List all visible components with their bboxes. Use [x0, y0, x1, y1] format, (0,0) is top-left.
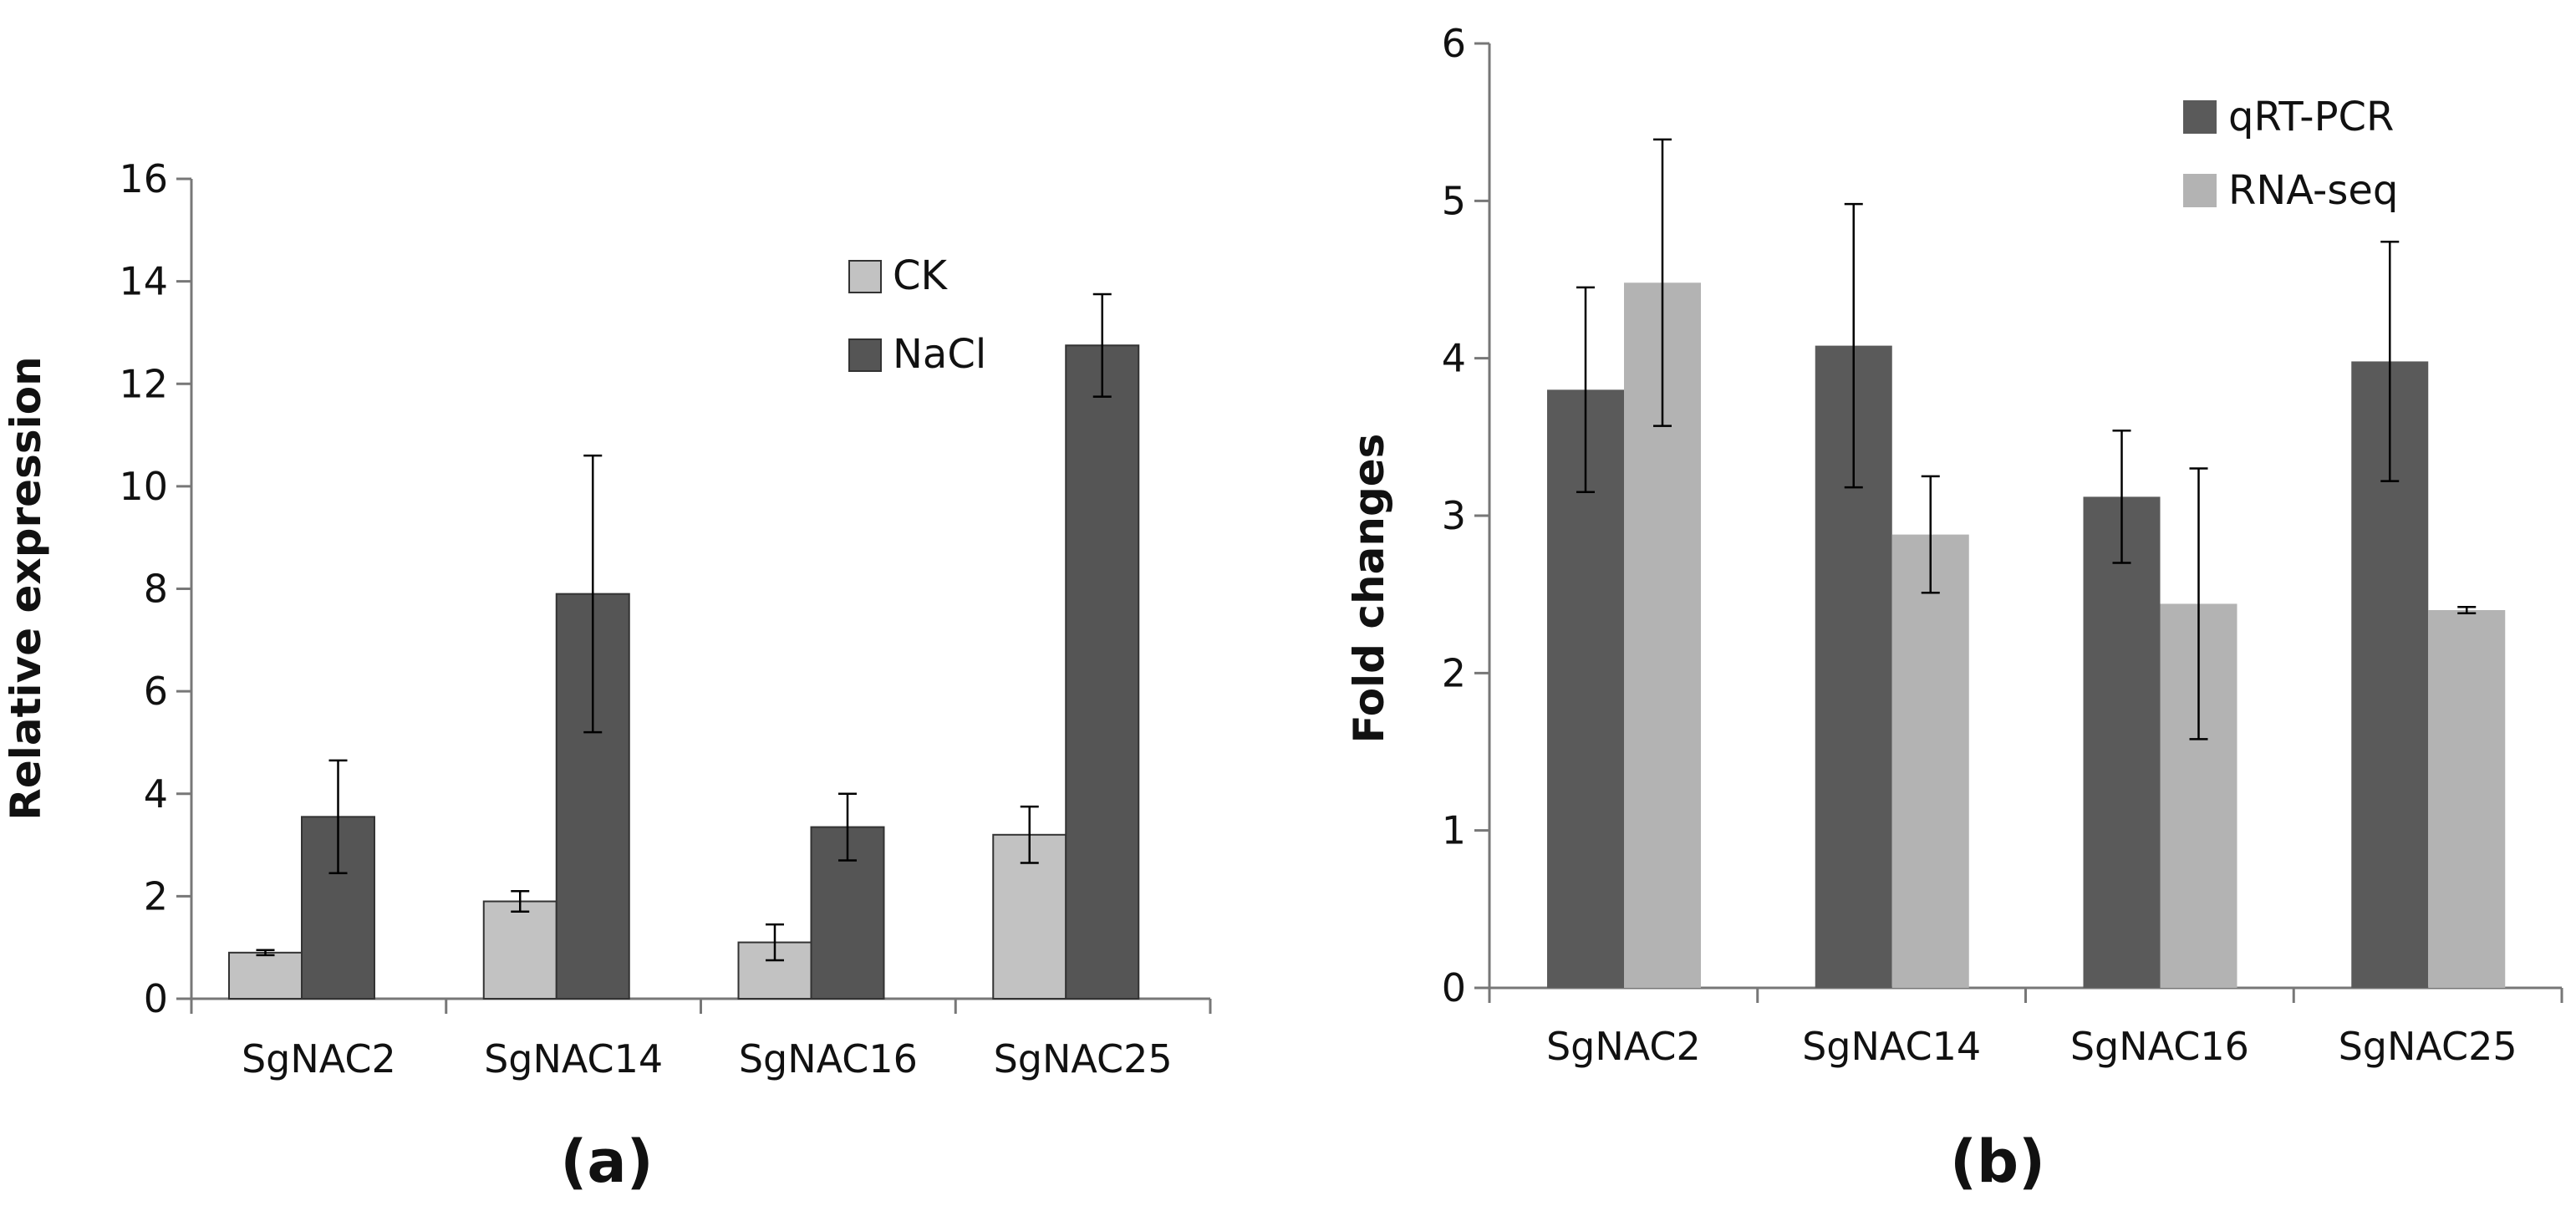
y-axis-title: Relative expression	[2, 356, 50, 820]
y-tick-label: 4	[144, 771, 168, 817]
legend-label: RNA-seq	[2228, 167, 2398, 214]
y-tick-label: 16	[119, 156, 168, 201]
y-tick-label: 1	[1442, 808, 1466, 853]
x-category-label: SgNAC14	[484, 1036, 663, 1081]
y-tick-label: 0	[144, 976, 168, 1021]
y-tick-label: 12	[119, 361, 168, 406]
x-category-label: SgNAC25	[994, 1036, 1173, 1081]
bar-ck	[228, 951, 303, 1000]
legend-swatch	[848, 338, 882, 372]
x-category-label: SgNAC2	[242, 1036, 396, 1081]
legend-swatch	[848, 260, 882, 293]
x-category-label: SgNAC16	[2070, 1024, 2249, 1069]
y-axis-title: Fold changes	[1345, 434, 1393, 744]
y-tick-label: 4	[1442, 336, 1466, 381]
x-category-label: SgNAC25	[2339, 1024, 2517, 1069]
y-tick-label: 0	[1442, 965, 1466, 1010]
legend-swatch	[2183, 100, 2217, 134]
x-category-label: SgNAC14	[1802, 1024, 1981, 1069]
chart-a: 0 2 4 6 8 10 12 14 16 SgNAC2 SgNAC14 SgNAC16 SgNAC25…	[2, 156, 1212, 1196]
y-tick-label: 2	[1442, 650, 1466, 695]
y-tick-label: 10	[119, 464, 168, 509]
legend-label: NaCl	[893, 331, 986, 378]
y-tick-label: 6	[1442, 21, 1466, 66]
chart-b: 0 1 2 3 4 5 6 SgNAC2 SgNAC14 SgNAC16 SgNAC25 Fold c…	[1345, 21, 2563, 1196]
panel-label: (a)	[560, 1127, 653, 1196]
panel-label: (b)	[1950, 1127, 2045, 1196]
y-tick-label: 6	[144, 669, 168, 714]
bar-rna-seq	[2428, 610, 2506, 988]
bar-ck	[482, 900, 557, 1000]
x-category-label: SgNAC16	[739, 1036, 918, 1081]
bar-rna-seq	[1891, 534, 1969, 988]
x-category-label: SgNAC2	[1546, 1024, 1701, 1069]
bar-qrt-pcr	[2083, 496, 2161, 988]
legend-label: qRT-PCR	[2228, 94, 2394, 140]
y-tick-label: 2	[144, 873, 168, 918]
y-tick-label: 8	[144, 567, 168, 612]
y-tick-label: 14	[119, 259, 168, 304]
legend-swatch	[2183, 174, 2217, 207]
legend-label: CK	[893, 252, 949, 299]
bar-nacl	[1065, 344, 1140, 1000]
y-tick-label: 5	[1442, 178, 1466, 223]
y-tick-label: 3	[1442, 493, 1466, 538]
